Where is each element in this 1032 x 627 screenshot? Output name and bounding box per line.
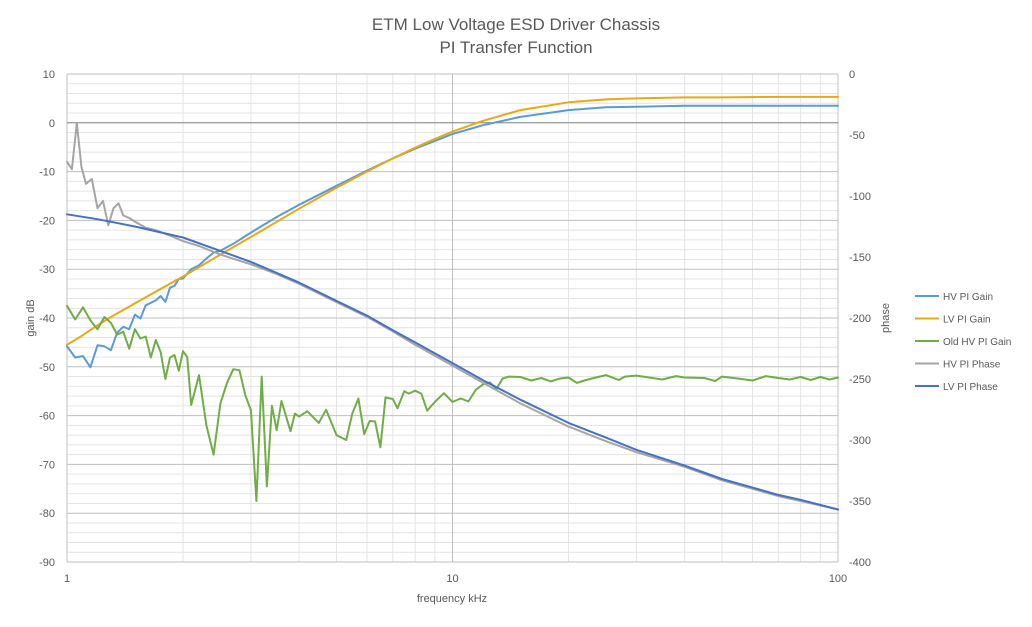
y2-tick-label: -400 (849, 557, 871, 569)
y-tick-label: -60 (39, 411, 55, 423)
y-tick-label: -10 (39, 167, 55, 179)
y-tick-label: -80 (39, 508, 55, 520)
y-tick-label: -20 (39, 215, 55, 227)
x-axis-label: frequency kHz (417, 593, 487, 605)
y2-tick-label: -50 (849, 130, 865, 142)
x-tick-label: 10 (446, 573, 458, 585)
y-tick-label: -50 (39, 362, 55, 374)
series-line-lv-pi-phase (66, 213, 839, 511)
legend-entry-hv-pi-gain: HV PI Gain (943, 292, 993, 303)
grid-layer (66, 73, 839, 563)
y-axis-label: gain dB (25, 299, 37, 336)
y2-tick-label: 0 (849, 69, 855, 81)
y2-tick-label: -150 (849, 252, 871, 264)
y-tick-label: -90 (39, 557, 55, 569)
x-tick-label: 100 (829, 573, 847, 585)
y-tick-label: 0 (49, 118, 55, 130)
series-layer (66, 95, 839, 511)
y2-tick-label: -350 (849, 496, 871, 508)
y-tick-label: -40 (39, 313, 55, 325)
series-line-hv-pi-gain (66, 104, 839, 369)
legend-entry-hv-pi-phase: HV PI Phase (943, 360, 1001, 371)
legend-entry-lv-pi-phase: LV PI Phase (943, 382, 998, 393)
legend: HV PI Gain LV PI Gain Old HV PI Gain HV PI … (915, 292, 1011, 393)
y2-tick-label: -300 (849, 435, 871, 447)
x-tick-label: 1 (64, 573, 70, 585)
y2-tick-label: -250 (849, 374, 871, 386)
y-tick-label: -30 (39, 264, 55, 276)
y2-tick-label: -100 (849, 191, 871, 203)
y-tick-label: 10 (43, 69, 55, 81)
chart-subtitle: PI Transfer Function (439, 38, 592, 57)
series-line-old-hv-pi-gain (66, 304, 839, 502)
y2-tick-label: -200 (849, 313, 871, 325)
axis-layer: 100-10-20-30-40-50-60-70-80-900-50-100-1… (39, 69, 871, 585)
y2-axis-label: phase (880, 303, 892, 333)
chart-title: ETM Low Voltage ESD Driver Chassis (372, 15, 660, 34)
y-tick-label: -70 (39, 459, 55, 471)
series-line-hv-pi-phase (66, 121, 839, 511)
legend-entry-lv-pi-gain: LV PI Gain (943, 315, 991, 326)
legend-entry-old-hv-pi-gain: Old HV PI Gain (943, 337, 1011, 348)
series-line-lv-pi-gain (66, 95, 839, 346)
